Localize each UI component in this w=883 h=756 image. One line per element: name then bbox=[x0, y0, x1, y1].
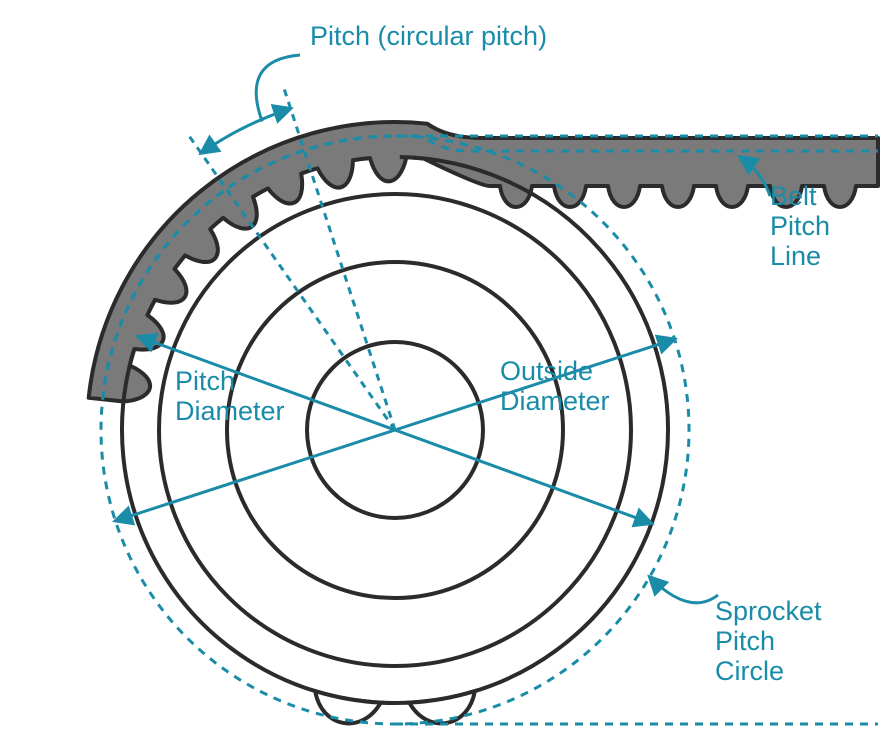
pitch-title-label: Pitch (circular pitch) bbox=[310, 21, 547, 51]
sprocket-pitch-circle-label: Sprocket Pitch Circle bbox=[715, 596, 829, 686]
sprocket-diagram: Pitch (circular pitch) Belt Pitch Line P… bbox=[0, 0, 883, 756]
pitch-diameter-label: Pitch Diameter bbox=[175, 366, 285, 426]
outside-diameter-label: Outside Diameter bbox=[500, 356, 610, 416]
sprocket-pitch-leader bbox=[650, 577, 718, 603]
